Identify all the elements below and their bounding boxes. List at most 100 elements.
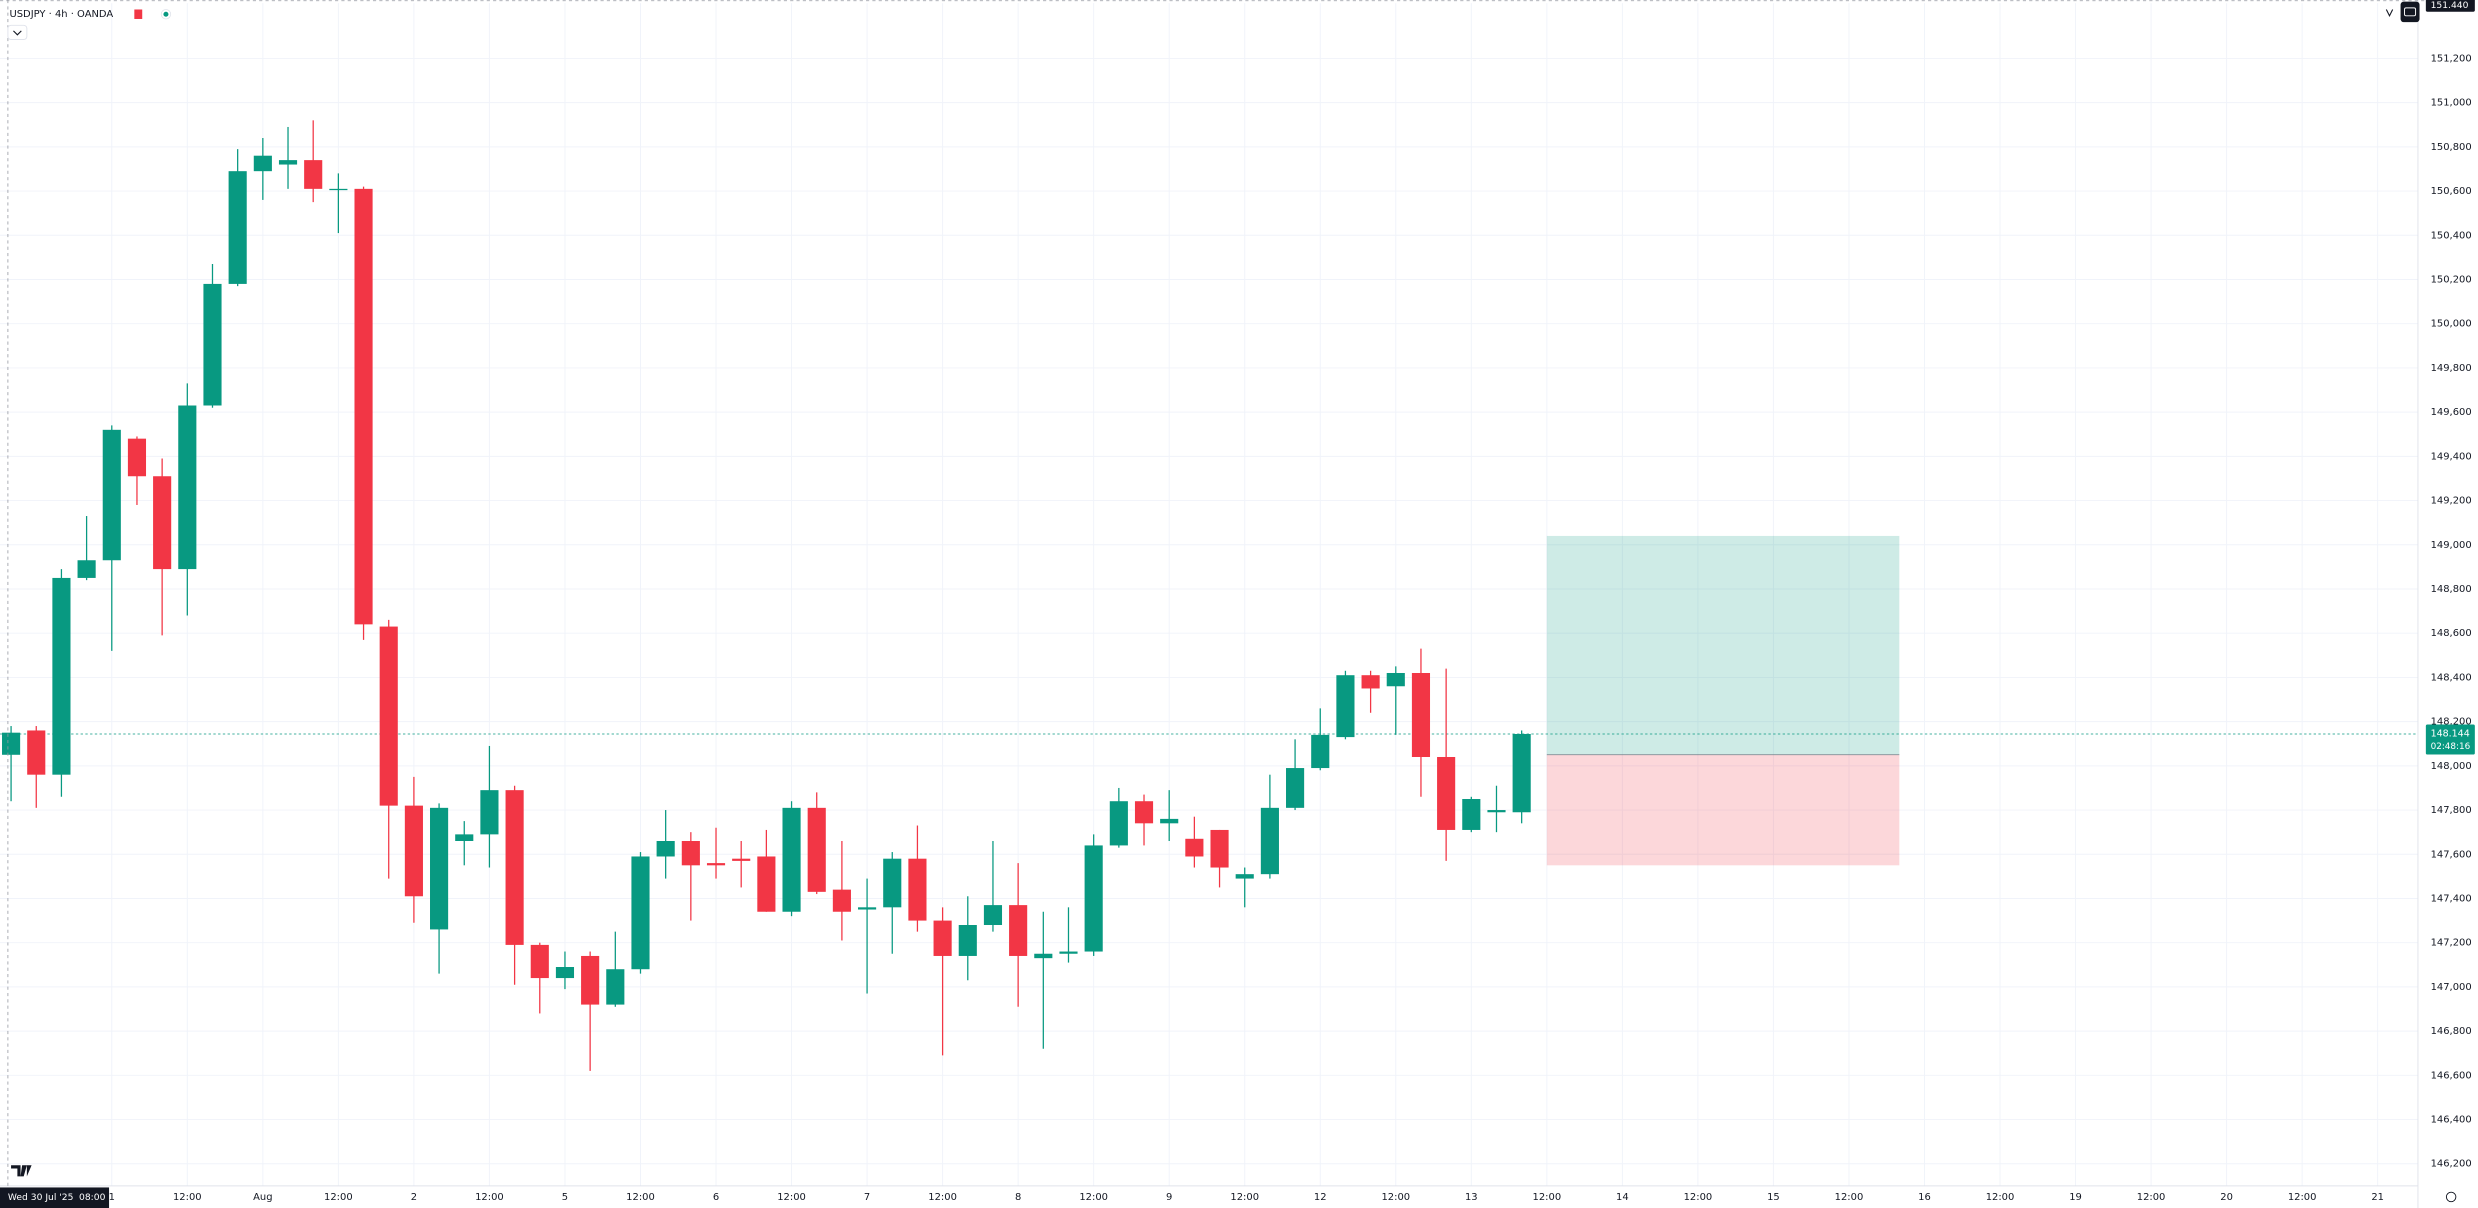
last-price-box [2425,724,2475,755]
candle-body [1411,672,1431,757]
last-price-label: 148.144 [2431,729,2470,740]
candle-body [1134,801,1154,824]
candle-body [606,969,625,1005]
candle-body [858,907,877,910]
crosshair-time: 08:00 [79,1192,106,1203]
candle-body [178,405,197,570]
candle-body [1235,874,1254,879]
logo [11,1165,32,1177]
x-tick-label: 12 [1314,1192,1327,1203]
crosshair-date-box [0,1187,110,1208]
x-tick-label: 9 [1166,1192,1172,1203]
candle-body [1185,838,1204,857]
y-tick-label: 149,800 [2431,363,2472,374]
candle-body [52,577,71,775]
candle-body [1084,845,1103,952]
x-tick-label: 15 [1767,1192,1780,1203]
camera-button[interactable] [2400,1,2420,23]
y-tick-label: 148,800 [2431,584,2472,595]
candle-body [404,805,423,897]
chevron-icon [13,30,22,36]
x-tick-label: 12:00 [1079,1192,1108,1203]
candle-body [656,841,675,857]
candle-body [732,858,751,861]
candle-body [581,955,600,1005]
grid [0,3,2418,1186]
candle-body [1160,818,1179,824]
candle-body [530,944,549,979]
high-marker-label: 151.440 [2431,0,2469,11]
y-tick-label: 147,400 [2431,893,2472,904]
candle-body [681,841,700,866]
y-tick-label: 149,200 [2431,496,2472,507]
target-zone [1546,535,1900,755]
arrow-icon[interactable] [2385,9,2394,18]
x-tick-label: 12:00 [1684,1192,1713,1203]
candle-body [127,438,147,477]
x-tick-label: 20 [2220,1192,2233,1203]
x-tick-label: 8 [1015,1192,1021,1203]
candle-body [631,856,650,970]
y-tick-label: 147,600 [2431,849,2472,860]
x-tick-label: Aug [253,1192,272,1203]
y-tick-label: 148,600 [2431,628,2472,639]
x-tick-label: 12:00 [1533,1192,1562,1203]
x-tick-label: 7 [864,1192,870,1203]
y-tick-label: 147,800 [2431,805,2472,816]
y-tick-label: 150,000 [2431,319,2472,330]
candle-body [102,429,121,561]
candle-body [933,920,952,956]
candle-body [983,905,1003,926]
candle-body [1009,905,1028,956]
candle-body [832,889,851,912]
x-tick-label: 12:00 [626,1192,655,1203]
y-tick-label: 148,000 [2431,761,2472,772]
high-marker-box [2425,0,2475,12]
candle-body [908,858,927,921]
y-tick-label: 150,400 [2431,230,2472,241]
candle-body [455,834,474,842]
flag-icon[interactable] [134,9,143,19]
candle-body [278,160,298,165]
y-tick-label: 148,200 [2431,717,2472,728]
candle-body [203,283,222,406]
candle-body [228,171,247,284]
y-tick-label: 146,600 [2431,1070,2472,1081]
candle-body [379,626,398,806]
x-tick-label: 1 [109,1192,115,1203]
x-tick-label: 16 [1918,1192,1931,1203]
candle-body [1311,734,1330,769]
x-tick-label: 12:00 [1230,1192,1259,1203]
candle-body [253,155,272,172]
collapse-button[interactable] [7,24,28,41]
x-tick-label: 12:00 [928,1192,957,1203]
candle-body [1512,734,1531,813]
settings-icon[interactable] [2445,1191,2457,1203]
candle-body [1109,801,1128,846]
x-tick-label: 6 [713,1192,719,1203]
chart-title: USDJPY · 4h · OANDA [9,9,113,20]
y-tick-label: 150,200 [2431,274,2472,285]
candle-body [304,160,323,189]
x-tick-label: 21 [2371,1192,2384,1203]
x-tick-label: 12:00 [475,1192,504,1203]
candle-body [2,732,21,755]
crosshair-date: Wed 30 Jul '25 [8,1192,74,1203]
plot-area [0,120,2418,1071]
x-tick-label: 14 [1616,1192,1629,1203]
x-tick-label: 12:00 [777,1192,806,1203]
x-tick-label: 13 [1465,1192,1478,1203]
candle-body [757,856,776,912]
candle-body [153,476,172,570]
candle-body [958,925,977,956]
x-tick-label: 2 [411,1192,417,1203]
candle-body [77,560,96,578]
x-tick-label: 5 [562,1192,568,1203]
candle-body [1286,768,1305,808]
y-tick-label: 146,800 [2431,1026,2472,1037]
x-tick-label: 12:00 [324,1192,353,1203]
candle-body [480,790,499,835]
